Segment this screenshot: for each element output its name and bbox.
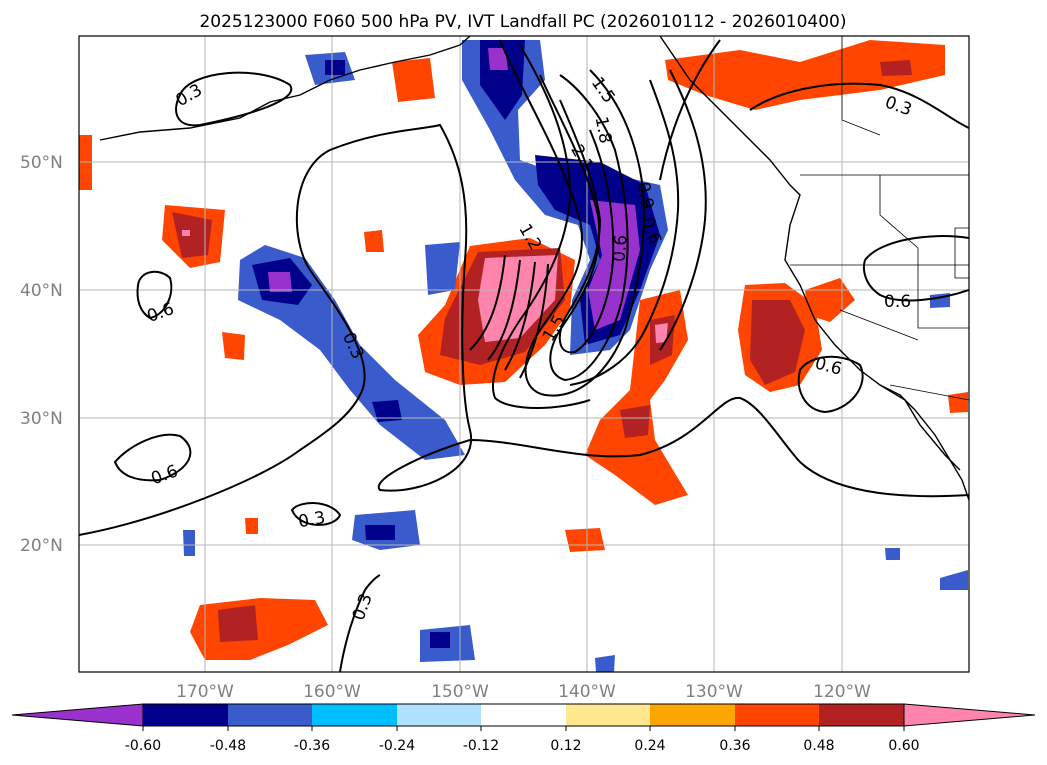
- contour-label: 0.6: [884, 292, 911, 312]
- negative-pv-small-2: [325, 60, 345, 75]
- figure-title: 2025123000 F060 500 hPa PV, IVT Landfall…: [199, 12, 846, 32]
- lon-label-120w: 120°W: [813, 682, 871, 702]
- colorbar-tick-label: 0.60: [888, 738, 919, 754]
- lon-label-140w: 140°W: [558, 682, 616, 702]
- colorbar-segment: [819, 704, 904, 726]
- ivt-contours: [79, 39, 969, 672]
- negative-pv-streak-dark2: [372, 400, 402, 422]
- contour-0-6-ne: [862, 235, 969, 302]
- contour-0-6-east: [797, 355, 864, 414]
- lon-label-160w: 160°W: [303, 682, 361, 702]
- positive-pv-blob-east-pink: [655, 323, 668, 343]
- negative-pv-small-12: [885, 548, 900, 560]
- map-frame: [78, 35, 970, 673]
- map-panel: 0.3 0.3 0.6 0.3 0.6 0.3 0.3 0.6 1.5 1.8 …: [78, 35, 970, 673]
- positive-pv-blob-southwest-core: [218, 605, 258, 642]
- positive-pv-small-5: [565, 528, 605, 552]
- positive-pv-blob-west-pink: [182, 230, 190, 236]
- colorbar-segment: [735, 704, 819, 726]
- lat-label-40n: 40°N: [20, 281, 63, 301]
- negative-pv-small-6: [430, 632, 450, 648]
- contour-0-3-main: [79, 123, 969, 536]
- gridlines: [79, 36, 969, 672]
- colorbar-segment: [481, 704, 566, 726]
- colorbar-segment: [312, 704, 397, 726]
- colorbar-tick-labels: -0.60 -0.48 -0.36 -0.24 -0.12 0.12 0.24 …: [125, 738, 920, 754]
- alaska-coast: [99, 36, 471, 141]
- contour-label: 0.3: [297, 508, 327, 532]
- contour-dipole-6: [659, 69, 707, 351]
- contour-label: 1.8: [591, 115, 615, 145]
- lon-label-130w: 130°W: [685, 682, 743, 702]
- positive-pv-small-7: [245, 518, 258, 534]
- longitude-labels: 170°W 160°W 150°W 140°W 130°W 120°W: [176, 682, 871, 702]
- lon-label-150w: 150°W: [431, 682, 489, 702]
- contour-dipole-2: [539, 74, 629, 382]
- colorbar-segment: [397, 704, 481, 726]
- contour-dipole-1: [499, 39, 645, 397]
- colorbar-tick-label: -0.12: [463, 738, 499, 754]
- negative-pv-small-8: [183, 530, 195, 556]
- colorbar-extend-right: [903, 703, 1036, 727]
- latitude-labels: 50°N 40°N 30°N 20°N: [20, 153, 63, 556]
- positive-pv-small-6: [948, 392, 968, 413]
- lat-label-30n: 30°N: [20, 409, 63, 429]
- colorbar-tick-label: 0.48: [803, 738, 834, 754]
- political-borders: [790, 36, 969, 401]
- colorbar-tick-label: -0.24: [379, 738, 415, 754]
- colorbar-outline: [142, 703, 905, 727]
- lat-label-50n: 50°N: [20, 153, 63, 173]
- contour-0-3-east: [749, 82, 969, 129]
- negative-pv-streak-purple: [268, 272, 292, 292]
- negative-pv-trough-purple2: [488, 48, 508, 70]
- colorbar: -0.60 -0.48 -0.36 -0.24 -0.12 0.12 0.24 …: [11, 703, 1036, 754]
- colorbar-segment: [143, 704, 228, 726]
- lat-label-20n: 20°N: [20, 536, 63, 556]
- positive-pv-blob-central-high: [478, 255, 558, 342]
- colorbar-tick-label: 0.36: [719, 738, 750, 754]
- positive-pv-blob-west-core: [172, 212, 212, 258]
- contour-0-3-north: [175, 71, 293, 127]
- colorbar-tick-label: -0.48: [210, 738, 246, 754]
- positive-pv-blob-east-core2: [620, 405, 650, 438]
- positive-pv-blob-northeast: [665, 40, 945, 110]
- contour-0-6-west: [136, 270, 173, 320]
- colorbar-tick-label: -0.60: [125, 738, 161, 754]
- lon-label-170w: 170°W: [176, 682, 234, 702]
- positive-pv-small-4: [364, 230, 384, 252]
- negative-pv-small-11: [940, 570, 968, 590]
- contour-dipole-8: [469, 254, 549, 379]
- colorbar-segment: [228, 704, 312, 726]
- positive-pv-blob-coast-core: [750, 300, 805, 385]
- negative-pv-small-4: [365, 525, 395, 540]
- colorbar-segment: [566, 704, 650, 726]
- negative-pv-small-7: [425, 242, 460, 295]
- colorbar-tick-label: -0.36: [294, 738, 330, 754]
- coastlines: [99, 36, 969, 501]
- contour-0-3-south-line: [339, 574, 381, 672]
- contour-dipole-7: [659, 39, 721, 181]
- canada-coast: [659, 36, 969, 501]
- contour-label: 0.6: [609, 234, 631, 263]
- contour-label: 0.9: [633, 180, 657, 210]
- positive-pv-small-1: [392, 58, 435, 102]
- colorbar-segment: [650, 704, 735, 726]
- negative-pv-small-9: [595, 655, 615, 672]
- positive-pv-small-3: [222, 332, 245, 360]
- colorbar-ticks: [142, 726, 905, 731]
- colorbar-tick-label: 0.24: [634, 738, 665, 754]
- contour-0-6-south: [113, 433, 192, 482]
- contour-0-3-south-small: [290, 502, 342, 526]
- positive-pv-blob-northeast-core: [880, 60, 912, 76]
- contour-dipole-3: [558, 99, 615, 354]
- colorbar-tick-label: 0.12: [550, 738, 581, 754]
- colorbar-extend-left: [11, 703, 144, 727]
- baja-coast: [879, 384, 961, 471]
